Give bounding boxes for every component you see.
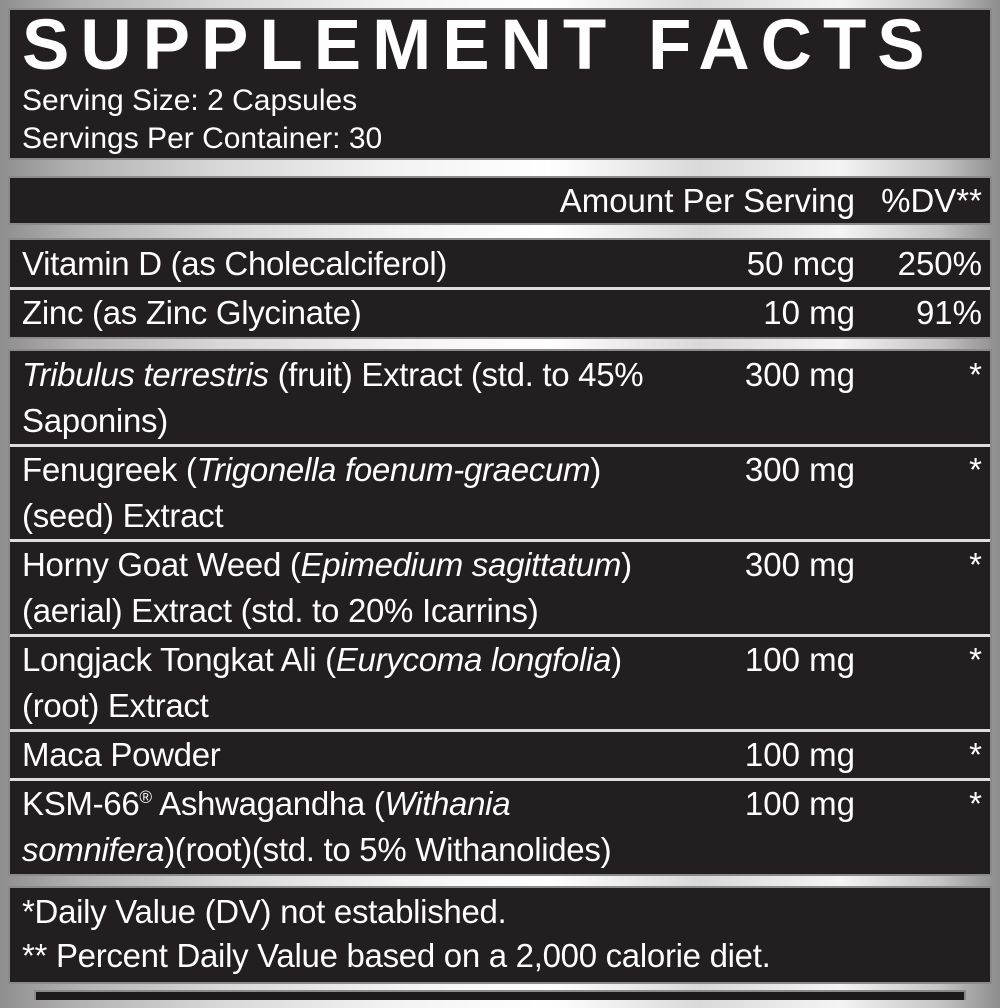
amount-cell: 300 mg [744, 546, 855, 583]
ingredient-row: Tribulus terrestris (fruit) Extract (std… [10, 352, 990, 444]
row-separator [10, 287, 990, 290]
ingredient-row: Maca Powder 100 mg * [10, 732, 990, 778]
ingredient-name-text: Ashwagandha ( [152, 785, 385, 822]
row-separator [10, 634, 990, 637]
amount-cell: 300 mg [744, 356, 855, 393]
ingredient-name: Zinc (as Zinc Glycinate) [10, 290, 763, 336]
amount-cell: 100 mg [744, 641, 855, 678]
botanical-name: Eurycoma longfolia [335, 641, 612, 678]
dv-cell: * [969, 356, 982, 393]
ingredient-name: Horny Goat Weed (Epimedium sagittatum) (a… [10, 542, 745, 634]
ingredient-name-text: (fruit) Extract (std. to 45% [268, 356, 644, 393]
facts-header-panel: Amount Per Serving %DV** [8, 176, 992, 225]
ingredient-name-text: Longjack Tongkat Ali ( [22, 641, 336, 678]
ingredient-group-herbs: Tribulus terrestris (fruit) Extract (std… [8, 349, 992, 876]
dv-cell: * [969, 736, 982, 773]
dv-cell: * [969, 546, 982, 583]
dv-cell: 250% [897, 245, 982, 282]
dv-cell: * [969, 451, 982, 488]
amount-cell: 300 mg [744, 451, 855, 488]
ingredient-row: Fenugreek (Trigonella foenum-graecum) (se… [10, 447, 990, 539]
ingredient-name: Longjack Tongkat Ali (Eurycoma longfolia… [10, 637, 745, 729]
percent-dv-header: %DV** [881, 182, 982, 219]
facts-header-row: Amount Per Serving %DV** [10, 178, 990, 223]
ingredient-group-vitamins: Vitamin D (as Cholecalciferol) 50 mcg 25… [8, 238, 992, 339]
ingredient-name-text: KSM-66 [22, 785, 140, 822]
ingredient-name-text: Saponins) [22, 402, 168, 439]
ingredient-row: Horny Goat Weed (Epimedium sagittatum) (a… [10, 542, 990, 634]
ingredient-name-text: )(root)(std. to 5% Withanolides) [164, 831, 612, 868]
row-separator [10, 539, 990, 542]
dv-cell: * [969, 785, 982, 822]
serving-size-line: Serving Size: 2 Capsules [22, 84, 358, 117]
ingredient-name-text: Fenugreek ( [22, 451, 197, 488]
row-separator [10, 778, 990, 781]
ingredient-name-text: Maca Powder [22, 736, 221, 773]
page-title: SUPPLEMENT FACTS [22, 8, 936, 85]
botanical-name: Withania [384, 785, 511, 822]
ingredient-row: KSM-66® Ashwagandha (Withania somnifera)(… [10, 781, 990, 873]
ingredient-name-text: ) [611, 641, 622, 678]
dv-cell: 91% [915, 294, 982, 331]
footnotes-panel: *Daily Value (DV) not established. ** Pe… [8, 886, 992, 984]
title-panel: SUPPLEMENT FACTS Serving Size: 2 Capsule… [8, 8, 992, 160]
amount-cell: 10 mg [763, 294, 855, 331]
ingredient-name-text: (seed) Extract [22, 497, 224, 534]
ingredient-row: Zinc (as Zinc Glycinate) 10 mg 91% [10, 290, 990, 336]
row-separator [10, 729, 990, 732]
ingredient-row: Longjack Tongkat Ali (Eurycoma longfolia… [10, 637, 990, 729]
ingredient-name: Fenugreek (Trigonella foenum-graecum) (se… [10, 447, 745, 539]
ingredient-name: KSM-66® Ashwagandha (Withania somnifera)(… [10, 781, 745, 873]
amount-per-serving-header: Amount Per Serving [559, 182, 855, 219]
ingredient-name-text: Zinc (as Zinc Glycinate) [22, 294, 362, 331]
ingredient-name: Maca Powder [10, 732, 745, 778]
amount-cell: 100 mg [744, 736, 855, 773]
ingredient-name-text: Vitamin D (as Cholecalciferol) [22, 245, 448, 282]
amount-cell: 100 mg [744, 785, 855, 822]
botanical-name: Epimedium sagittatum [300, 546, 622, 583]
amount-cell: 50 mcg [746, 245, 855, 282]
botanical-name: somnifera [22, 831, 165, 868]
dv-cell: * [969, 641, 982, 678]
botanical-name: Tribulus terrestris [22, 356, 269, 393]
next-panel-edge-bar [34, 990, 966, 1000]
row-separator [10, 444, 990, 447]
ingredient-name: Vitamin D (as Cholecalciferol) [10, 241, 747, 287]
ingredient-name-text: (aerial) Extract (std. to 20% Icarrins) [22, 592, 539, 629]
ingredient-name-text: ) [590, 451, 601, 488]
ingredient-name-text: Horny Goat Weed ( [22, 546, 301, 583]
footnote-dv-not-established: *Daily Value (DV) not established. [22, 893, 507, 930]
ingredient-row: Vitamin D (as Cholecalciferol) 50 mcg 25… [10, 241, 990, 287]
ingredient-name: Tribulus terrestris (fruit) Extract (std… [10, 352, 745, 444]
servings-per-container-line: Servings Per Container: 30 [22, 122, 383, 155]
botanical-name: Trigonella foenum-graecum [196, 451, 591, 488]
footnote-percent-dv: ** Percent Daily Value based on a 2,000 … [22, 937, 771, 974]
registered-trademark-symbol: ® [139, 787, 153, 807]
ingredient-name-text: (root) Extract [22, 687, 209, 724]
ingredient-name-text: ) [621, 546, 632, 583]
